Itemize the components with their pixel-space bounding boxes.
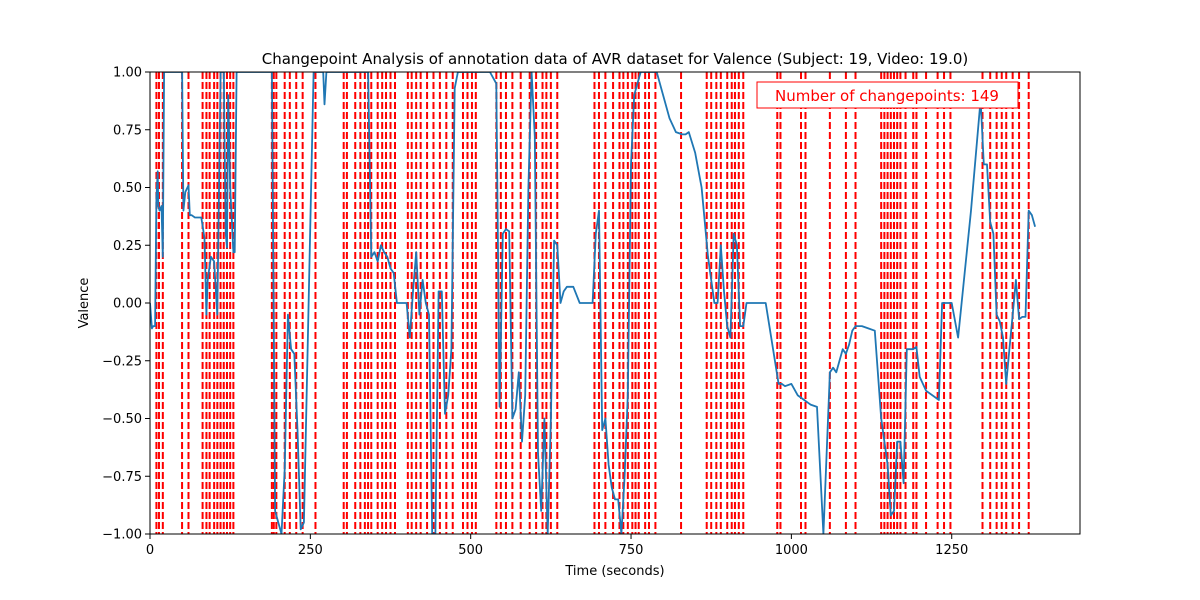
valence-series-line <box>150 72 1036 534</box>
y-tick-label: 0.75 <box>113 123 142 138</box>
x-tick-label: 1000 <box>775 543 808 558</box>
y-tick-label: −0.25 <box>102 354 142 369</box>
changepoint-count-text: Number of changepoints: 149 <box>775 87 999 105</box>
y-tick-label: −1.00 <box>102 528 142 543</box>
x-axis: 0 250 500 750 1000 1250 <box>146 534 968 558</box>
x-tick-label: 0 <box>146 543 154 558</box>
y-tick-label: −0.50 <box>102 412 142 427</box>
y-tick-label: 1.00 <box>113 66 142 81</box>
y-axis-label: Valence <box>77 278 92 329</box>
x-axis-label: Time (seconds) <box>564 564 664 579</box>
y-tick-label: −0.75 <box>102 470 142 485</box>
series-group <box>150 72 1036 534</box>
x-tick-label: 250 <box>298 543 323 558</box>
y-tick-label: 0.25 <box>113 239 142 254</box>
y-axis: −1.00 −0.75 −0.50 −0.25 0.00 0.25 0.50 0.75 1.00 <box>102 66 150 543</box>
x-tick-label: 1250 <box>935 543 968 558</box>
x-tick-label: 500 <box>458 543 483 558</box>
y-tick-label: 0.00 <box>113 297 142 312</box>
x-tick-label: 750 <box>619 543 644 558</box>
changepoint-count-annotation: Number of changepoints: 149 <box>756 81 1019 109</box>
y-tick-label: 0.50 <box>113 181 142 196</box>
chart-title: Changepoint Analysis of annotation data … <box>262 50 969 68</box>
